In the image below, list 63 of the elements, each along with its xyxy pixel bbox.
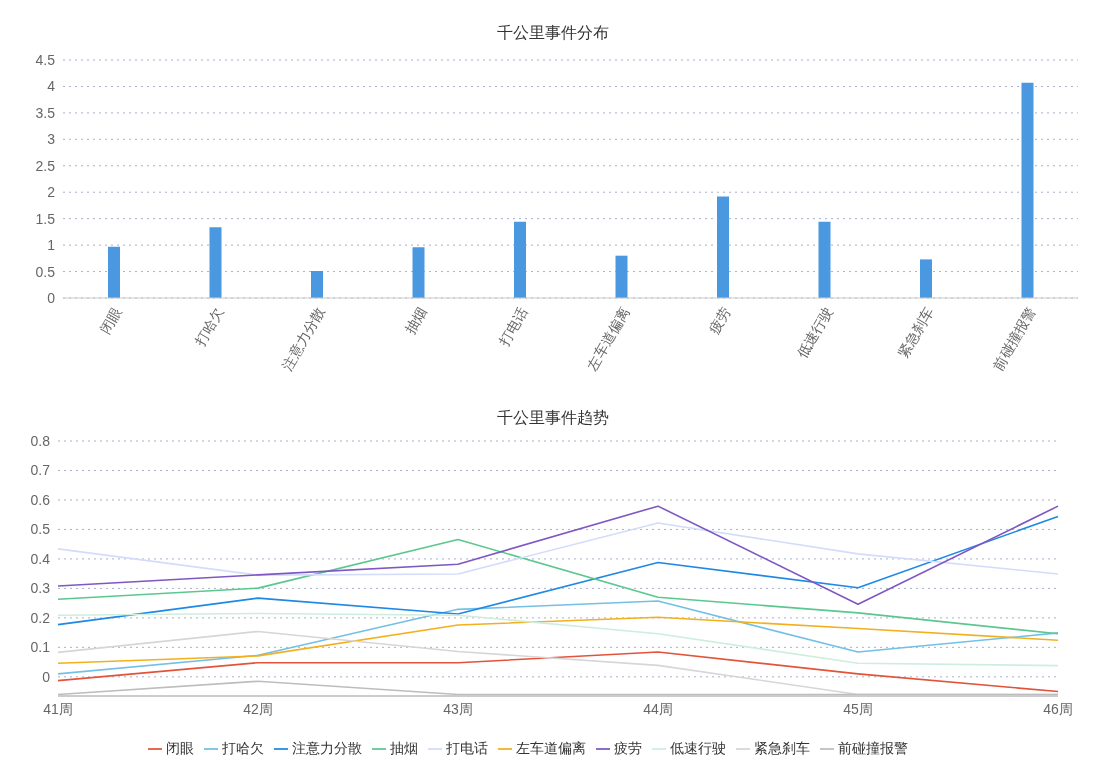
- y-tick-label: 1.5: [35, 210, 56, 227]
- bar: [717, 196, 729, 298]
- x-tick-label: 41周: [43, 700, 73, 717]
- y-tick-label: 2.5: [35, 157, 56, 174]
- bar: [1021, 82, 1034, 298]
- x-tick-label: 紧急刹车: [895, 304, 937, 361]
- y-tick-label: 0.1: [30, 639, 51, 656]
- line-series: [57, 522, 1059, 576]
- bar: [108, 246, 120, 298]
- legend-label: 打哈欠: [222, 740, 264, 756]
- bar: [615, 255, 628, 298]
- x-tick-label: 低速行驶: [793, 304, 836, 361]
- bar: [311, 271, 323, 298]
- x-tick-label: 打哈欠: [191, 304, 227, 350]
- y-tick-label: 3: [47, 131, 56, 148]
- x-tick-label: 抽烟: [401, 304, 430, 337]
- y-tick-label: 0.5: [30, 521, 51, 538]
- legend-label: 疲劳: [614, 740, 642, 756]
- y-tick-label: 0: [42, 668, 51, 685]
- line-series: [57, 538, 1059, 635]
- y-tick-label: 4: [47, 78, 56, 95]
- y-tick-label: 0.6: [30, 491, 51, 508]
- legend-label: 紧急刹车: [754, 740, 810, 756]
- chart-title: 千公里事件趋势: [496, 408, 610, 428]
- y-tick-label: 0: [47, 289, 56, 306]
- legend-label: 低速行驶: [670, 740, 726, 756]
- y-tick-label: 3.5: [35, 104, 56, 121]
- bar: [412, 247, 425, 298]
- x-tick-label: 疲劳: [706, 304, 734, 337]
- legend-label: 前碰撞报警: [838, 740, 908, 756]
- x-tick-label: 打电话: [495, 304, 531, 350]
- legend-label: 闭眼: [166, 740, 194, 756]
- chart-title: 千公里事件分布: [496, 23, 610, 43]
- bar: [209, 227, 222, 298]
- legend-label: 抽烟: [390, 740, 418, 756]
- y-tick-label: 4.5: [35, 51, 56, 68]
- y-tick-label: 0.5: [35, 263, 56, 280]
- x-tick-label: 43周: [443, 700, 473, 717]
- x-tick-label: 前碰撞报警: [989, 304, 1039, 374]
- x-tick-label: 注意力分散: [279, 304, 328, 374]
- x-tick-label: 46周: [1043, 700, 1073, 717]
- x-tick-label: 42周: [243, 700, 273, 717]
- line-series: [57, 515, 1059, 626]
- y-tick-label: 0.3: [30, 580, 51, 597]
- x-tick-label: 闭眼: [97, 304, 125, 337]
- x-tick-label: 45周: [843, 700, 873, 717]
- y-tick-label: 0.2: [30, 609, 51, 626]
- legend-label: 打电话: [446, 740, 488, 756]
- line-series: [57, 600, 1059, 675]
- bar: [920, 259, 932, 298]
- bar: [514, 221, 526, 298]
- line-series: [57, 651, 1059, 693]
- x-tick-label: 左车道偏离: [583, 304, 633, 374]
- y-tick-label: 0.7: [30, 462, 51, 479]
- line-series: [57, 505, 1059, 606]
- legend-label: 左车道偏离: [516, 740, 586, 756]
- y-tick-label: 0.8: [30, 432, 51, 449]
- x-tick-label: 44周: [643, 700, 673, 717]
- y-tick-label: 1: [47, 237, 56, 254]
- legend-label: 注意力分散: [292, 740, 362, 756]
- y-tick-label: 2: [47, 184, 56, 201]
- bar: [818, 221, 831, 298]
- y-tick-label: 0.4: [30, 550, 51, 567]
